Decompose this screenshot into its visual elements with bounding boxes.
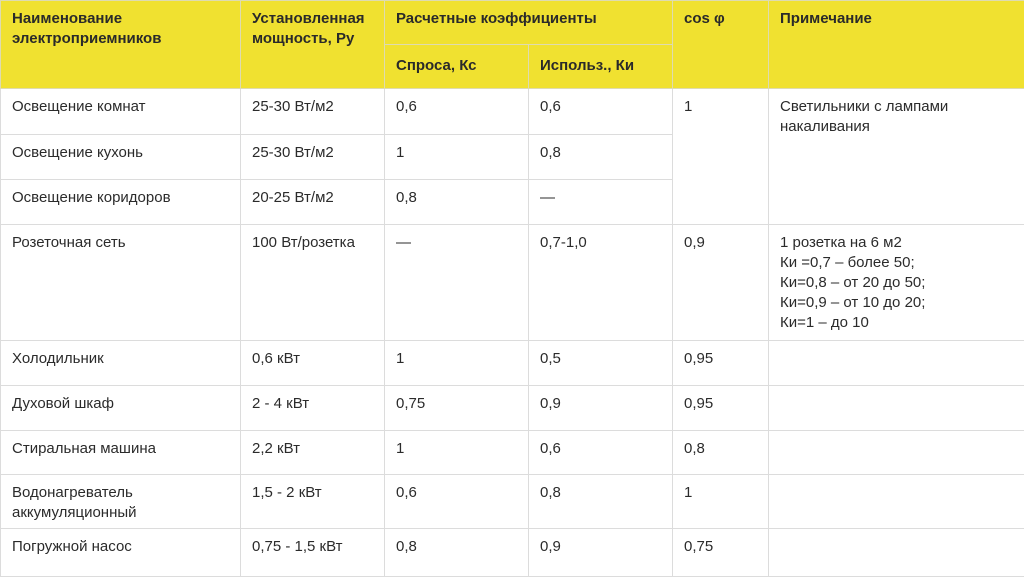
cell-power: 25-30 Вт/м2: [241, 89, 385, 135]
cell-ki: 0,6: [529, 431, 673, 475]
cell-kc: 0,6: [385, 89, 529, 135]
cell-kc: 0,75: [385, 386, 529, 431]
cell-name: Розеточная сеть: [1, 225, 241, 341]
cell-note: [769, 475, 1024, 529]
cell-kc: 1: [385, 431, 529, 475]
cell-kc: 0,6: [385, 475, 529, 529]
cell-name: Холодильник: [1, 341, 241, 386]
table-row: Духовой шкаф 2 - 4 кВт 0,75 0,9 0,95: [1, 386, 1024, 431]
table-row: Погружной насос 0,75 - 1,5 кВт 0,8 0,9 0…: [1, 529, 1024, 577]
table-row: Освещение комнат 25-30 Вт/м2 0,6 0,6 1 С…: [1, 89, 1024, 135]
table-row: Розеточная сеть 100 Вт/розетка — 0,7-1,0…: [1, 225, 1024, 341]
cell-ki: 0,7-1,0: [529, 225, 673, 341]
cell-cos: 0,9: [673, 225, 769, 341]
header-coefficients: Расчетные коэффициенты: [385, 1, 673, 45]
cell-ki: 0,9: [529, 386, 673, 431]
cell-cos: 1: [673, 475, 769, 529]
cell-kc: 0,8: [385, 529, 529, 577]
cell-ki: 0,5: [529, 341, 673, 386]
cell-power: 1,5 - 2 кВт: [241, 475, 385, 529]
cell-power: 25-30 Вт/м2: [241, 135, 385, 180]
cell-name: Водонагреватель аккумуляционный: [1, 475, 241, 529]
cell-note: [769, 341, 1024, 386]
cell-power: 0,6 кВт: [241, 341, 385, 386]
cell-power: 100 Вт/розетка: [241, 225, 385, 341]
cell-cos: 0,8: [673, 431, 769, 475]
cell-kc: —: [385, 225, 529, 341]
cell-note: Светильники с лампами накаливания: [769, 89, 1024, 225]
cell-note: [769, 386, 1024, 431]
header-cos: cos φ: [673, 1, 769, 89]
cell-name: Освещение комнат: [1, 89, 241, 135]
cell-ki: 0,9: [529, 529, 673, 577]
cell-power: 2 - 4 кВт: [241, 386, 385, 431]
table-row: Водонагреватель аккумуляционный 1,5 - 2 …: [1, 475, 1024, 529]
table-row: Стиральная машина 2,2 кВт 1 0,6 0,8: [1, 431, 1024, 475]
cell-name: Освещение кухонь: [1, 135, 241, 180]
cell-power: 20-25 Вт/м2: [241, 180, 385, 225]
cell-ki: 0,8: [529, 475, 673, 529]
header-note: Примечание: [769, 1, 1024, 89]
cell-name: Освещение коридоров: [1, 180, 241, 225]
cell-ki: —: [529, 180, 673, 225]
cell-name: Духовой шкаф: [1, 386, 241, 431]
cell-note: [769, 431, 1024, 475]
cell-kc: 0,8: [385, 180, 529, 225]
header-power: Установленная мощность, Ру: [241, 1, 385, 89]
cell-kc: 1: [385, 341, 529, 386]
cell-kc: 1: [385, 135, 529, 180]
header-name: Наименование электроприемников: [1, 1, 241, 89]
cell-cos: 1: [673, 89, 769, 225]
cell-ki: 0,8: [529, 135, 673, 180]
cell-cos: 0,95: [673, 386, 769, 431]
cell-note: 1 розетка на 6 м2 Ки =0,7 – более 50; Ки…: [769, 225, 1024, 341]
cell-power: 0,75 - 1,5 кВт: [241, 529, 385, 577]
cell-name: Погружной насос: [1, 529, 241, 577]
table-row: Холодильник 0,6 кВт 1 0,5 0,95: [1, 341, 1024, 386]
header-usage: Использ., Ки: [529, 45, 673, 89]
cell-name: Стиральная машина: [1, 431, 241, 475]
cell-cos: 0,95: [673, 341, 769, 386]
header-demand: Спроса, Кс: [385, 45, 529, 89]
cell-note: [769, 529, 1024, 577]
cell-power: 2,2 кВт: [241, 431, 385, 475]
cell-cos: 0,75: [673, 529, 769, 577]
cell-ki: 0,6: [529, 89, 673, 135]
